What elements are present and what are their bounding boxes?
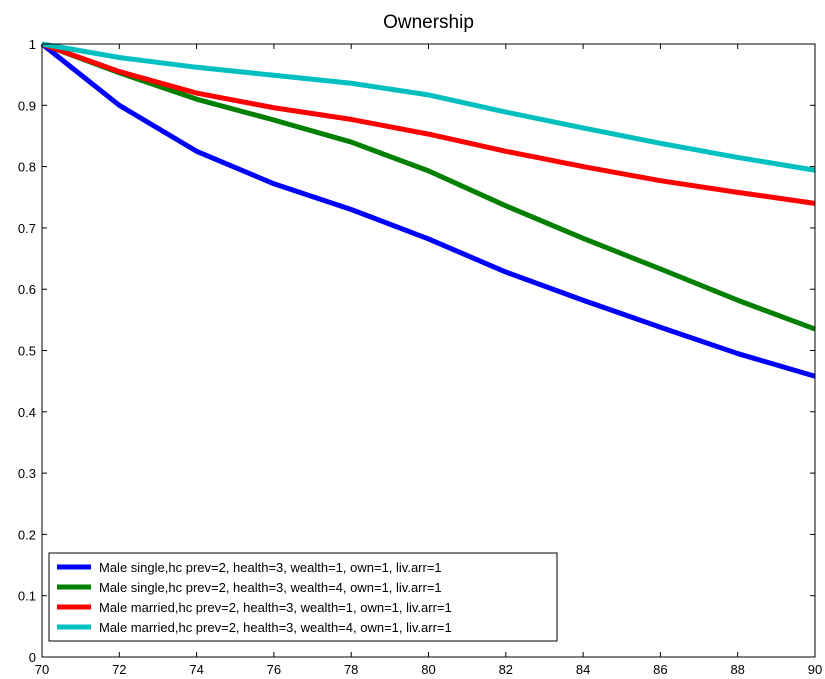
y-tick-label: 0.9: [18, 98, 36, 113]
y-tick-label: 0.1: [18, 589, 36, 604]
y-tick-label: 0.4: [18, 405, 36, 420]
ticks-layer: 70 72 74 76 78 80 82 84 86 88 90 0 0.1 0.2 0.3 0.4 0.5 0.…: [18, 37, 822, 677]
x-tick-label: 90: [808, 662, 822, 677]
legend-label: Male married,hc prev=2, health=3, wealth…: [99, 600, 452, 615]
legend-label: Male married,hc prev=2, health=3, wealth…: [99, 620, 452, 635]
x-tick-label: 76: [267, 662, 281, 677]
legend: Male single,hc prev=2, health=3, wealth=…: [48, 552, 558, 642]
y-tick-label: 0.2: [18, 527, 36, 542]
series-line-1: [40, 42, 816, 379]
y-tick-label: 0.8: [18, 160, 36, 175]
x-tick-label: 88: [730, 662, 744, 677]
y-tick-label: 0.7: [18, 221, 36, 236]
series-layer: [40, 41, 816, 379]
x-tick-label: 72: [112, 662, 126, 677]
x-tick-label: 78: [344, 662, 358, 677]
x-tick-label: 86: [653, 662, 667, 677]
legend-box: [48, 552, 558, 642]
x-tick-label: 84: [576, 662, 590, 677]
y-tick-label: 0.3: [18, 466, 36, 481]
x-tick-label: 70: [35, 662, 49, 677]
y-tick-label: 1: [29, 37, 36, 52]
y-tick-label: 0.5: [18, 344, 36, 359]
legend-label: Male single,hc prev=2, health=3, wealth=…: [99, 580, 442, 595]
legend-label: Male single,hc prev=2, health=3, wealth=…: [99, 560, 442, 575]
series-line-2: [41, 41, 816, 332]
chart-title: Ownership: [383, 12, 474, 33]
x-tick-label: 80: [421, 662, 435, 677]
y-tick-label: 0: [29, 650, 36, 665]
series-line-3: [41, 41, 816, 206]
x-tick-label: 82: [499, 662, 513, 677]
x-tick-label: 74: [189, 662, 203, 677]
series-line-4: [41, 41, 816, 173]
y-tick-label: 0.6: [18, 282, 36, 297]
